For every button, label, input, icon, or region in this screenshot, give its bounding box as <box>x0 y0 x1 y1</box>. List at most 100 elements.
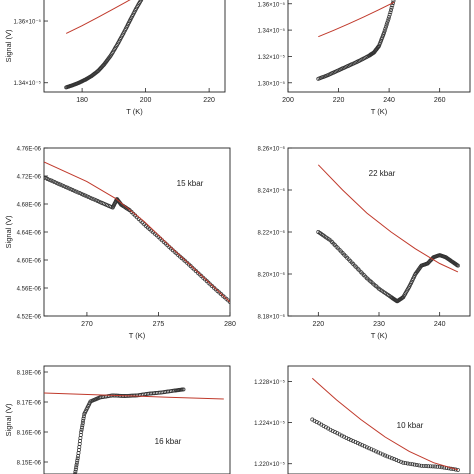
data-point <box>403 461 408 466</box>
data-point <box>80 423 85 428</box>
data-point <box>73 469 78 474</box>
data-point <box>399 459 403 464</box>
fit-curve <box>44 392 224 400</box>
x-tick-label: 240 <box>383 97 395 104</box>
data-point <box>383 26 388 31</box>
data-point <box>394 458 399 462</box>
data-point <box>81 192 86 197</box>
y-tick-label: 8.15E-06 <box>17 461 42 467</box>
data-point <box>52 180 57 185</box>
data-point <box>455 263 460 268</box>
data-point <box>410 462 415 467</box>
data-point <box>74 460 79 465</box>
x-tick-label: 230 <box>373 321 385 328</box>
y-tick-label: 8.20×10⁻⁶ <box>258 272 286 279</box>
y-tick-label: 8.24×10⁻⁶ <box>258 188 286 195</box>
data-point <box>388 10 393 15</box>
y-tick-label: 1.34×10⁻⁵ <box>13 80 41 87</box>
y-tick-label: 1.36×10⁻⁵ <box>13 19 41 26</box>
plot-area <box>64 0 144 90</box>
data-point <box>81 414 86 419</box>
data-point <box>228 300 230 304</box>
data-point <box>79 430 84 434</box>
data-point <box>348 438 353 443</box>
data-point <box>383 453 388 458</box>
data-point <box>367 446 372 451</box>
data-point <box>47 177 52 182</box>
chart-panel-6: 1.220×10⁻⁵ 1.224×10⁻⁵ 1.228×10⁻⁵ Signal (V)… <box>4 365 471 474</box>
y-tick-label: 1.228×10⁻⁵ <box>254 379 285 386</box>
chart-panel-1: 180 200 220 1.34×10⁻⁵ 1.36×10⁻⁵ T (K) Signal (… <box>4 0 226 116</box>
data-point <box>139 0 144 1</box>
plot-area <box>316 0 396 81</box>
plot-area <box>44 387 224 474</box>
y-tick-label: 8.26×10⁻⁶ <box>258 146 286 153</box>
data-point <box>387 14 392 19</box>
data-point <box>63 184 68 189</box>
data-point <box>344 435 349 440</box>
data-point <box>346 437 351 441</box>
data-point <box>428 464 433 469</box>
y-tick-label: 1.36×10⁻⁵ <box>257 1 285 8</box>
y-tick-label: 4.68E-06 <box>17 203 42 209</box>
data-point <box>75 458 80 463</box>
data-point <box>430 464 435 469</box>
data-point <box>351 439 356 444</box>
data-point <box>74 189 79 194</box>
data-point <box>390 3 395 8</box>
plot-area <box>44 161 230 304</box>
data-point <box>389 5 394 10</box>
data-point <box>90 196 95 201</box>
data-point <box>417 463 422 468</box>
data-point <box>73 467 78 472</box>
data-point <box>358 442 362 447</box>
data-point <box>84 194 89 199</box>
plot-frame <box>287 0 471 93</box>
pressure-annotation: 10 kbar <box>397 421 424 430</box>
data-point <box>333 430 337 435</box>
y-tick-label: 4.60E-06 <box>17 259 42 265</box>
data-point <box>389 456 394 461</box>
data-point <box>374 449 378 454</box>
data-point <box>72 188 77 193</box>
x-tick-label: 220 <box>203 97 215 104</box>
data-point <box>77 191 82 196</box>
data-point <box>378 39 383 43</box>
x-tick-label: 180 <box>76 97 88 104</box>
data-point <box>61 184 66 189</box>
data-point <box>414 463 419 467</box>
data-point <box>380 452 385 457</box>
y-tick-label: 8.22×10⁻⁶ <box>258 230 286 237</box>
data-point <box>386 16 391 21</box>
plot-frame <box>43 147 231 317</box>
data-point <box>378 451 383 456</box>
pressure-annotation: 22 kbar <box>369 169 396 178</box>
data-point <box>392 457 397 462</box>
data-point <box>419 463 424 468</box>
y-tick-label: 8.18E-06 <box>17 371 42 377</box>
data-point <box>362 444 367 449</box>
data-point <box>382 28 387 33</box>
data-point <box>59 183 64 188</box>
plot-area <box>316 164 460 304</box>
y-tick-label: 4.76E-06 <box>17 147 42 153</box>
x-tick-label: 220 <box>312 321 324 328</box>
data-point <box>54 180 59 185</box>
data-point <box>376 450 381 455</box>
data-point <box>387 12 392 17</box>
y-tick-label: 1.34×10⁻⁵ <box>257 28 285 35</box>
fit-curve <box>318 1 395 38</box>
data-point <box>421 463 426 468</box>
x-tick-label: 200 <box>282 97 294 104</box>
x-tick-label: 260 <box>434 97 446 104</box>
y-tick-label: 1.30×10⁻⁵ <box>257 80 285 87</box>
x-axis-label: T (K) <box>126 107 143 116</box>
data-point <box>371 448 376 453</box>
x-tick-label: 240 <box>434 321 446 328</box>
y-tick-label: 8.18×10⁻⁶ <box>258 314 286 321</box>
y-tick-label: 1.224×10⁻⁵ <box>254 420 285 427</box>
x-axis-label: T (K) <box>371 331 388 340</box>
data-point <box>74 465 79 470</box>
data-point <box>50 179 55 184</box>
chart-panel-2: 200 220 240 260 1.30×10⁻⁵ 1.32×10⁻⁵ 1.34×10⁻⁵ 1… <box>257 0 471 116</box>
